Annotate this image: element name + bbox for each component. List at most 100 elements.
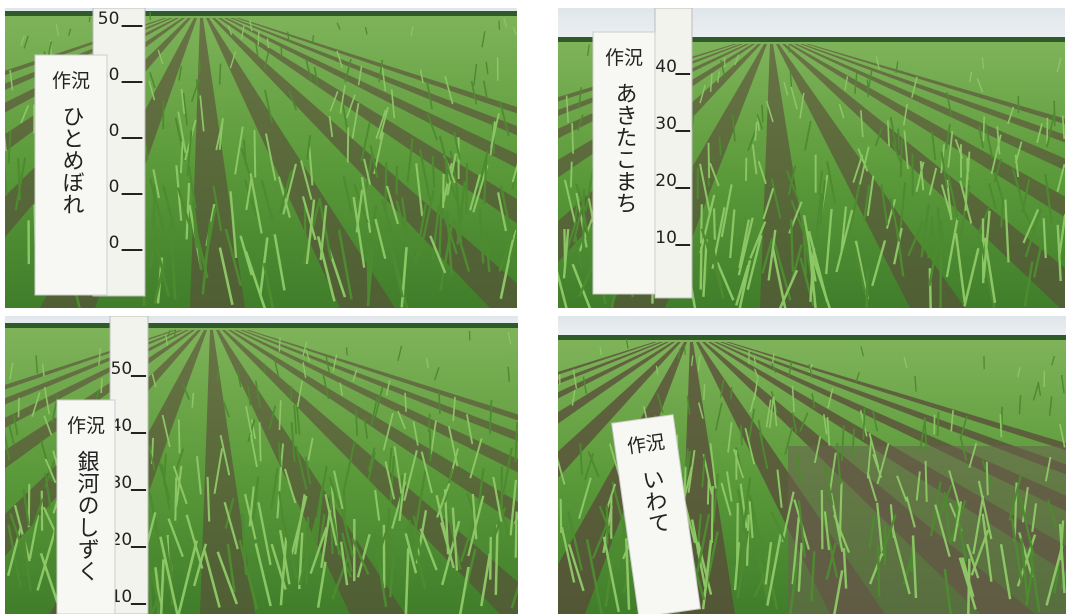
rice-leaf — [395, 200, 414, 258]
rice-leaf — [224, 228, 242, 287]
rice-leaf — [149, 72, 156, 89]
rice-leaf — [324, 493, 338, 546]
rice-leaf — [1058, 214, 1065, 257]
rice-leaf — [177, 540, 198, 614]
rice-leaf — [562, 229, 570, 279]
rice-leaf — [876, 502, 884, 557]
rice-leaf — [226, 543, 236, 593]
rice-leaf — [378, 59, 384, 83]
rice-leaf — [903, 356, 908, 369]
rice-leaf — [352, 369, 358, 382]
rice-leaf — [406, 138, 414, 183]
rice-leaf — [799, 92, 805, 119]
rice-leaf — [288, 90, 298, 111]
sign-variety: ひとめぼれ — [59, 105, 84, 215]
rice-leaf — [250, 419, 257, 440]
rice-leaf — [741, 477, 752, 531]
rice-leaf — [915, 161, 925, 192]
water — [558, 342, 669, 399]
rice-leaf — [369, 145, 379, 179]
rice-leaf — [893, 227, 903, 265]
rice-leaf — [624, 538, 631, 610]
rice-leaf — [404, 548, 410, 614]
rice-leaf — [190, 79, 200, 103]
rice-leaf — [489, 400, 493, 435]
rice-leaf — [367, 452, 376, 481]
rice-leaf — [384, 162, 388, 208]
rice-leaf — [810, 551, 816, 602]
rice-leaf — [319, 205, 328, 261]
rice-leaf — [464, 548, 477, 590]
rice-leaf — [996, 126, 1001, 155]
rice-leaf — [426, 113, 439, 141]
rice-leaf — [946, 174, 960, 221]
rice-leaf — [494, 524, 499, 595]
rice-leaf — [1051, 355, 1055, 366]
rice-leaf — [1046, 499, 1058, 528]
rice-leaf — [257, 501, 272, 566]
rice-leaf — [185, 182, 191, 240]
rice-leaf — [602, 536, 621, 613]
rice-leaf — [438, 193, 443, 261]
rice-leaf — [950, 410, 954, 432]
rice-leaf — [469, 438, 483, 479]
rice-leaf — [332, 354, 338, 372]
water — [236, 18, 517, 114]
rice-leaf — [855, 372, 860, 383]
rice-leaf — [953, 501, 963, 542]
rice-leaf — [444, 158, 450, 184]
rice-leaf — [384, 461, 396, 500]
rice-leaf — [1016, 367, 1021, 378]
rice-leaf — [712, 208, 716, 240]
rice-leaf — [768, 397, 775, 429]
rice-leaf — [404, 392, 407, 412]
rice-leaf — [378, 106, 389, 140]
rice-leaf — [584, 453, 595, 481]
rice-leaf — [857, 148, 869, 172]
rice-leaf — [734, 54, 740, 66]
rice-leaf — [902, 103, 909, 126]
rice-leaf — [305, 349, 311, 362]
rice-leaf — [385, 185, 400, 225]
rice-leaf — [167, 518, 184, 558]
rice-leaf — [35, 355, 39, 374]
rice-leaf — [438, 392, 441, 414]
rice-leaf — [697, 355, 701, 372]
rice-leaf — [881, 514, 897, 554]
rice-leaf — [889, 197, 901, 242]
rice-leaf — [9, 512, 28, 561]
rice-leaf — [433, 367, 440, 381]
rice-leaf — [703, 384, 706, 400]
rice-leaf — [12, 414, 19, 436]
rice-leaf — [5, 132, 7, 152]
water — [558, 342, 657, 375]
rice-leaf — [240, 513, 248, 575]
rice-leaf — [229, 51, 237, 69]
rice-leaf — [854, 240, 869, 300]
rice-leaf — [940, 151, 948, 189]
rice-leaf — [177, 111, 187, 153]
rice-leaf — [511, 164, 517, 190]
rice-leaf — [6, 525, 23, 576]
rice-leaf — [339, 85, 346, 114]
rice-leaf — [604, 544, 616, 607]
rice-leaf — [302, 341, 308, 357]
rice-leaf — [707, 142, 711, 179]
rice-leaf — [923, 417, 928, 450]
rice-leaf — [1032, 382, 1040, 401]
rice-leaf — [862, 184, 871, 223]
rice-leaf — [960, 416, 968, 438]
rice-leaf — [262, 262, 275, 308]
rice-leaf — [224, 497, 235, 529]
rice-leaf — [945, 216, 959, 278]
rice-leaf — [710, 486, 714, 543]
rice-leaf — [177, 419, 181, 454]
rice-leaf — [510, 584, 518, 609]
rice-leaf — [165, 335, 168, 346]
rice-leaf — [274, 359, 280, 377]
rice-leaf — [714, 402, 723, 431]
rice-leaf — [1000, 199, 1005, 228]
rice-leaf — [946, 92, 952, 117]
rice-leaf — [496, 498, 512, 539]
rice-leaf — [332, 517, 341, 556]
